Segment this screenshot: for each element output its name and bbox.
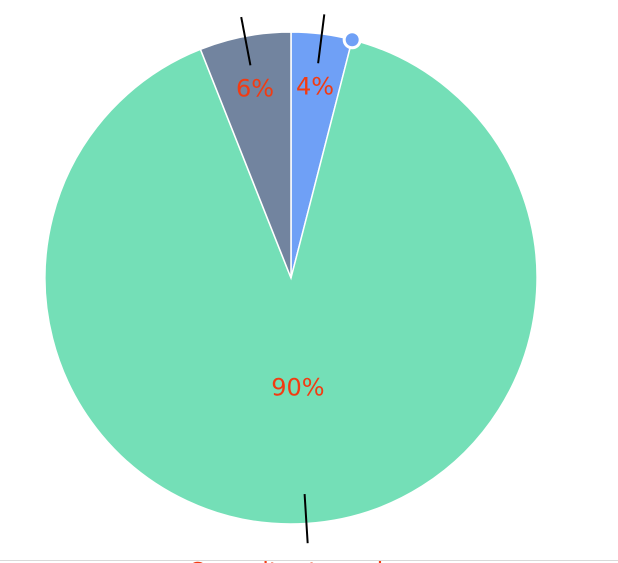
value-label-erp: 6% xyxy=(236,75,274,103)
leader-line-erp xyxy=(240,16,252,66)
leader-line-crm xyxy=(317,14,326,64)
slice-hover-marker[interactable] xyxy=(342,30,362,50)
bottom-divider xyxy=(0,560,618,561)
category-label-erp: ERP xyxy=(189,0,235,1)
leader-line-consultant-service xyxy=(303,493,309,544)
value-label-crm: 4% xyxy=(296,73,334,101)
pie-slices xyxy=(44,31,538,525)
value-label-consultant-service: 90% xyxy=(271,373,324,401)
